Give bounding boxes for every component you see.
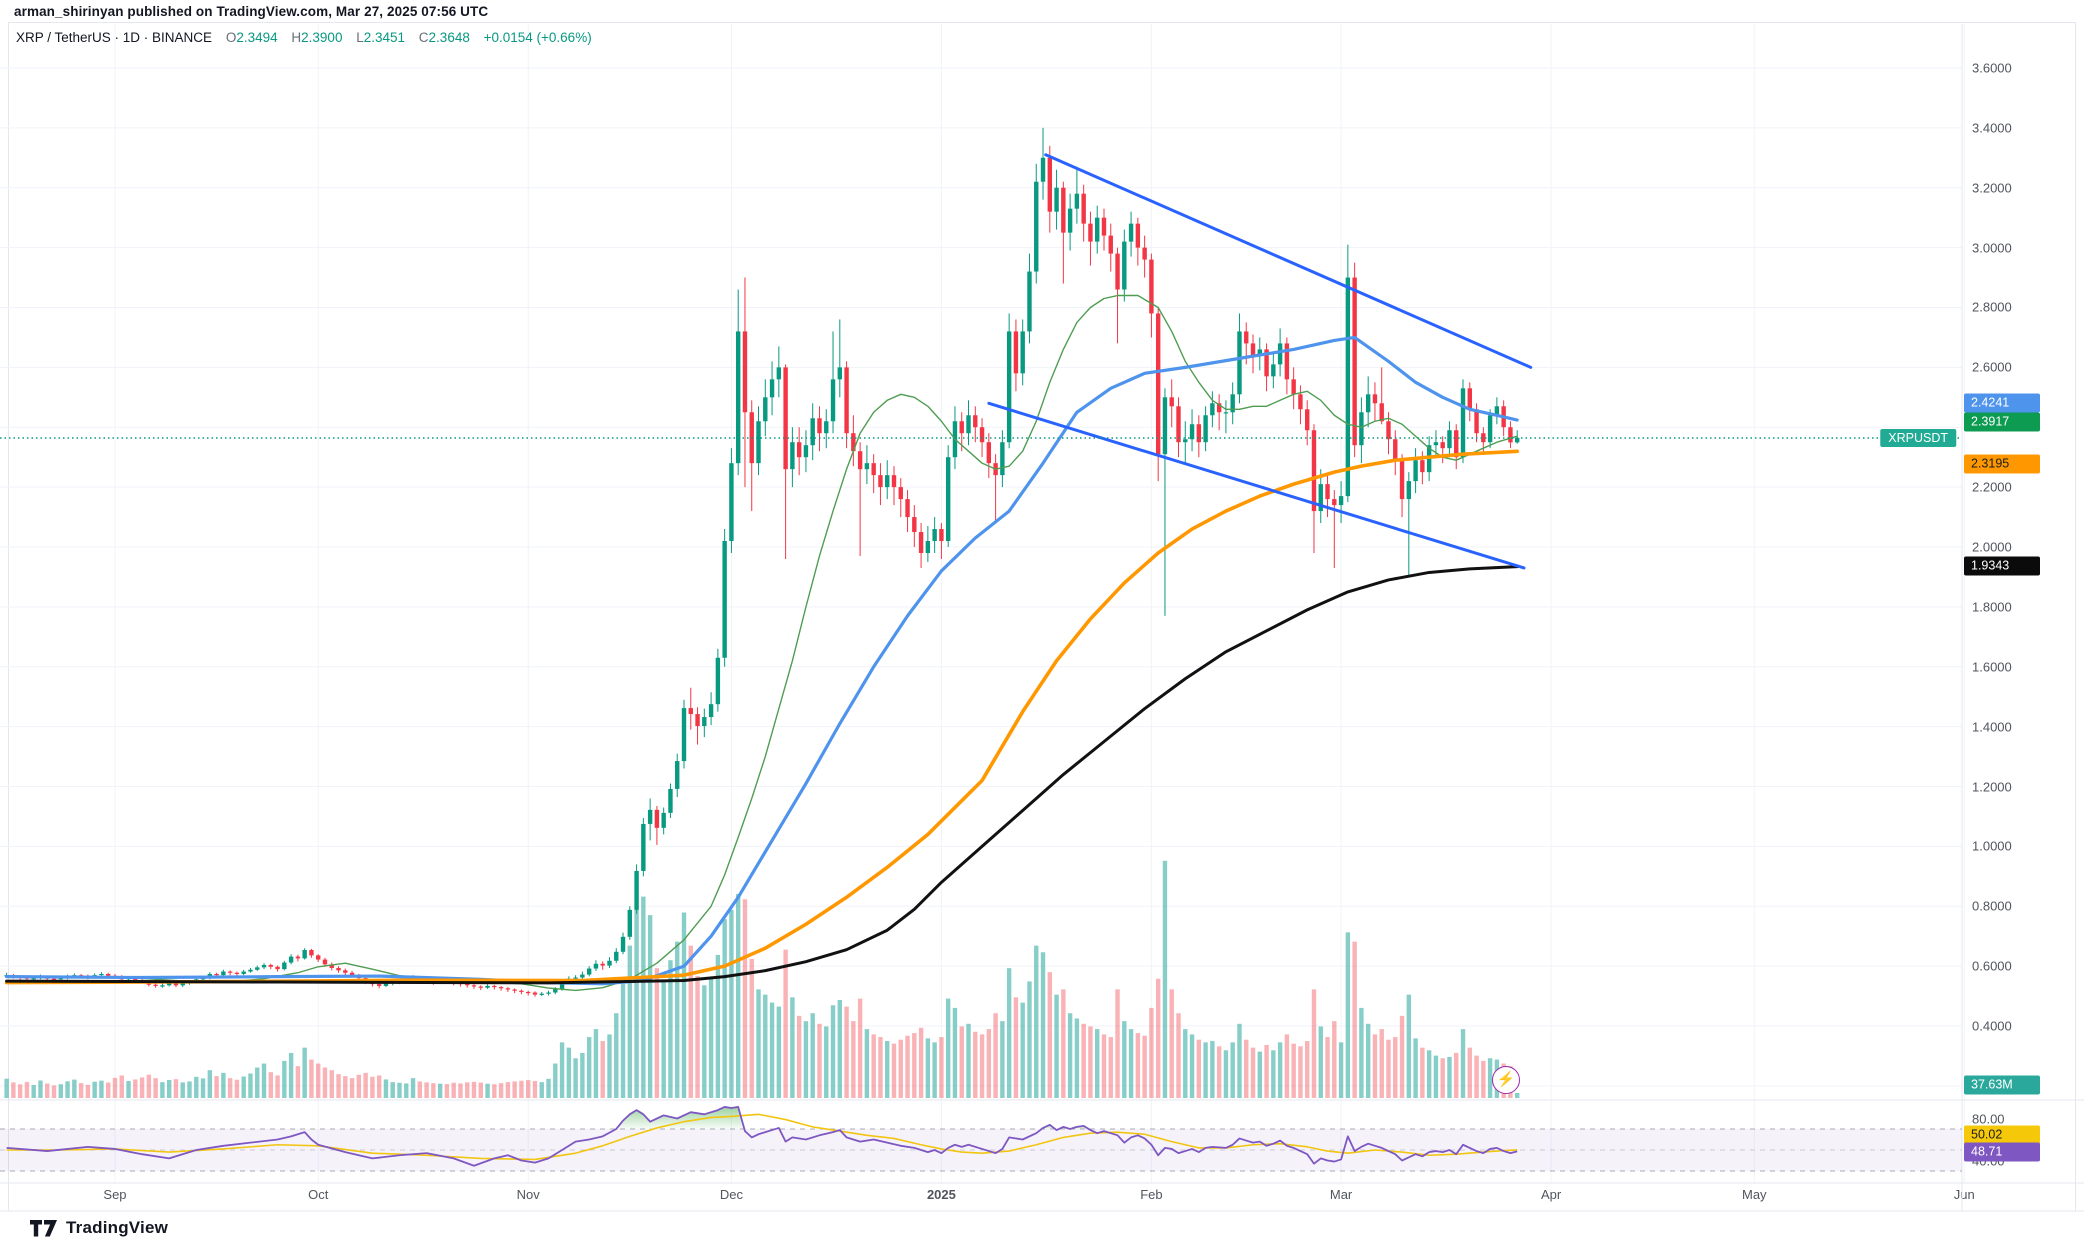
ma200-value-label: 1.9343 — [1964, 556, 2040, 576]
time-axis-month-mar: Mar — [1330, 1187, 1353, 1202]
time-axis-month-apr: Apr — [1541, 1187, 1562, 1202]
close-label: C — [418, 30, 429, 45]
price-axis-tick: 0.8000 — [1972, 898, 2012, 914]
lightning-icon: ⚡ — [1496, 1071, 1516, 1088]
time-axis-month-dec: Dec — [720, 1187, 744, 1202]
rsi-value-label: 48.71 — [1964, 1142, 2040, 1162]
time-axis-month-oct: Oct — [308, 1187, 329, 1202]
ma-fast-green[interactable] — [5, 294, 1518, 992]
high-value: 2.3900 — [301, 30, 343, 45]
price-axis-tick: 1.2000 — [1972, 779, 2012, 795]
time-axis-month-2025: 2025 — [927, 1187, 956, 1202]
tradingview-logo-icon — [30, 1219, 57, 1236]
price-axis-tick: 1.8000 — [1972, 599, 2012, 615]
tradingview-brand-text: TradingView — [66, 1218, 169, 1237]
price-axis-tick: 2.8000 — [1972, 299, 2012, 315]
change-value: +0.0154 (+0.66%) — [483, 30, 592, 45]
volume-value-label: 37.63M — [1964, 1075, 2040, 1095]
symbol-title: XRP / TetherUS · 1D · BINANCE — [16, 30, 213, 45]
ma50-blue[interactable] — [4, 335, 1519, 986]
rsi-ma-value-label: 50.02 — [1964, 1125, 2040, 1145]
price-axis-tick: 3.4000 — [1972, 120, 2012, 136]
price-axis-tick: 1.0000 — [1972, 838, 2012, 854]
chart-frame — [8, 22, 2076, 1211]
price-axis-tick: 2.2000 — [1972, 479, 2012, 495]
time-axis-month-nov: Nov — [517, 1187, 541, 1202]
ma50-value-label: 2.4241 — [1964, 393, 2040, 413]
close-value-label: 2.3917 — [1964, 412, 2040, 432]
high-label: H — [291, 30, 302, 45]
time-axis-month-jun: Jun — [1954, 1187, 1975, 1202]
price-axis-tick: 0.4000 — [1972, 1018, 2012, 1034]
low-value: 2.3451 — [363, 30, 406, 45]
time-axis-month-feb: Feb — [1140, 1187, 1162, 1202]
price-axis-tick: 1.4000 — [1972, 719, 2012, 735]
open-value: 2.3494 — [236, 30, 278, 45]
price-axis-tick: 3.2000 — [1972, 180, 2012, 196]
tradingview-footer[interactable]: TradingView — [30, 1218, 168, 1238]
close-value: 2.3648 — [428, 30, 470, 45]
rsi-line[interactable] — [6, 1106, 1518, 1167]
price-axis-tick: 1.6000 — [1972, 659, 2012, 675]
time-axis-month-may: May — [1742, 1187, 1767, 1202]
price-axis-tick: 2.6000 — [1972, 359, 2012, 375]
price-axis-tick: 2.0000 — [1972, 539, 2012, 555]
price-line-symbol-label: XRPUSDT — [1880, 429, 1956, 447]
rsi-axis-tick: 80.00 — [1972, 1111, 2005, 1126]
ma100-value-label: 2.3195 — [1964, 454, 2040, 474]
price-axis-tick: 3.6000 — [1972, 60, 2012, 76]
low-label: L — [356, 30, 364, 45]
open-label: O — [225, 30, 237, 45]
instant-trade-button[interactable]: ⚡ — [1492, 1066, 1520, 1094]
price-axis-tick: 0.6000 — [1972, 958, 2012, 974]
ma200-black[interactable] — [5, 565, 1519, 985]
rsi-ma-line[interactable] — [6, 1113, 1518, 1161]
lower-descending-trendline[interactable] — [987, 401, 1526, 570]
ma100-orange[interactable] — [4, 449, 1520, 985]
upper-descending-trendline[interactable] — [1044, 153, 1533, 369]
price-axis-tick: 3.0000 — [1972, 240, 2012, 256]
symbol-ohlc-header: XRP / TetherUS · 1D · BINANCE O2.3494 H2… — [16, 30, 592, 45]
time-axis-month-sep: Sep — [103, 1187, 126, 1202]
publication-byline: arman_shirinyan published on TradingView… — [14, 4, 489, 19]
